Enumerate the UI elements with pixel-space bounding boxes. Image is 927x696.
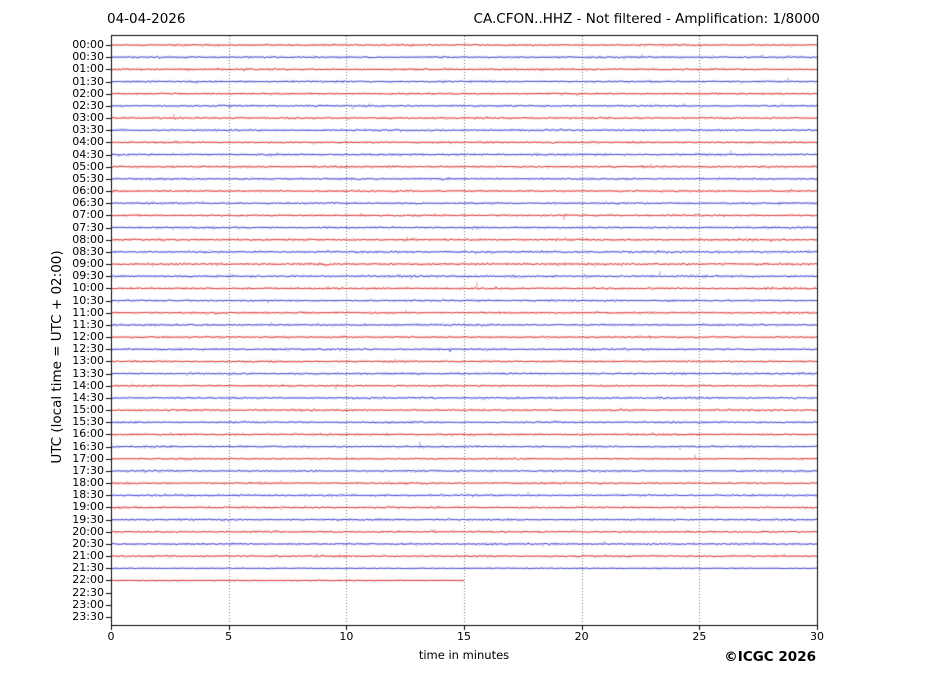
y-tick-label: 06:00 [72,184,104,198]
y-tick-label: 09:30 [72,269,104,283]
y-tick-label: 11:00 [72,305,104,319]
y-tick-label: 22:30 [72,585,104,599]
x-tick-label: 20 [574,630,589,643]
y-tick-label: 04:00 [72,135,104,149]
y-tick-label: 08:00 [72,232,104,246]
y-tick-label: 01:30 [72,74,104,88]
y-tick-label: 05:00 [72,159,104,173]
y-tick-label: 23:30 [72,610,104,623]
y-tick-label: 22:00 [72,573,104,587]
y-tick-label: 12:30 [72,342,104,356]
y-tick-label: 15:30 [72,415,104,429]
y-tick-label: 08:30 [72,244,104,258]
y-tick-label: 21:00 [72,549,104,563]
y-tick-label: 15:00 [72,403,104,417]
y-tick-label: 09:00 [72,257,104,271]
y-tick-label: 13:30 [72,366,104,380]
y-tick-label: 14:30 [72,390,104,404]
y-tick-label: 23:00 [72,597,104,611]
y-tick-label: 05:30 [72,171,104,185]
y-tick-label: 07:30 [72,220,104,234]
y-tick-label: 00:30 [72,50,104,64]
y-tick-label: 17:30 [72,463,104,477]
y-tick-label: 06:30 [72,196,104,210]
y-tick-label: 10:30 [72,293,104,307]
x-tick-label: 5 [225,630,233,643]
y-tick-label: 16:30 [72,439,104,453]
x-tick-label: 10 [339,630,354,643]
y-tick-label: 20:00 [72,524,104,538]
x-tick-label: 25 [692,630,707,643]
y-tick-label: 07:00 [72,208,104,222]
y-tick-label: 12:00 [72,330,104,344]
y-tick-label: 02:30 [72,98,104,112]
x-tick-label: 0 [107,630,115,643]
x-tick-label: 30 [810,630,824,643]
y-tick-label: 19:30 [72,512,104,526]
y-tick-label: 17:00 [72,451,104,465]
copyright-credit: ©ICGC 2026 [724,649,816,665]
y-tick-label: 04:30 [72,147,104,161]
x-axis-label: time in minutes [418,648,510,662]
y-tick-label: 01:00 [72,62,104,76]
y-tick-label: 21:30 [72,561,104,575]
y-tick-label: 02:00 [72,86,104,100]
y-tick-label: 16:00 [72,427,104,441]
y-tick-label: 19:00 [72,500,104,514]
y-tick-label: 14:00 [72,378,104,392]
x-tick-label: 15 [457,630,471,643]
y-tick-label: 18:00 [72,476,104,490]
y-tick-label: 20:30 [72,536,104,550]
y-tick-label: 10:00 [72,281,104,295]
y-tick-label: 00:00 [72,38,104,51]
y-tick-label: 18:30 [72,488,104,502]
y-tick-label: 11:30 [72,317,104,331]
y-tick-label: 03:30 [72,123,104,137]
y-tick-label: 03:00 [72,111,104,125]
y-tick-label: 13:00 [72,354,104,368]
